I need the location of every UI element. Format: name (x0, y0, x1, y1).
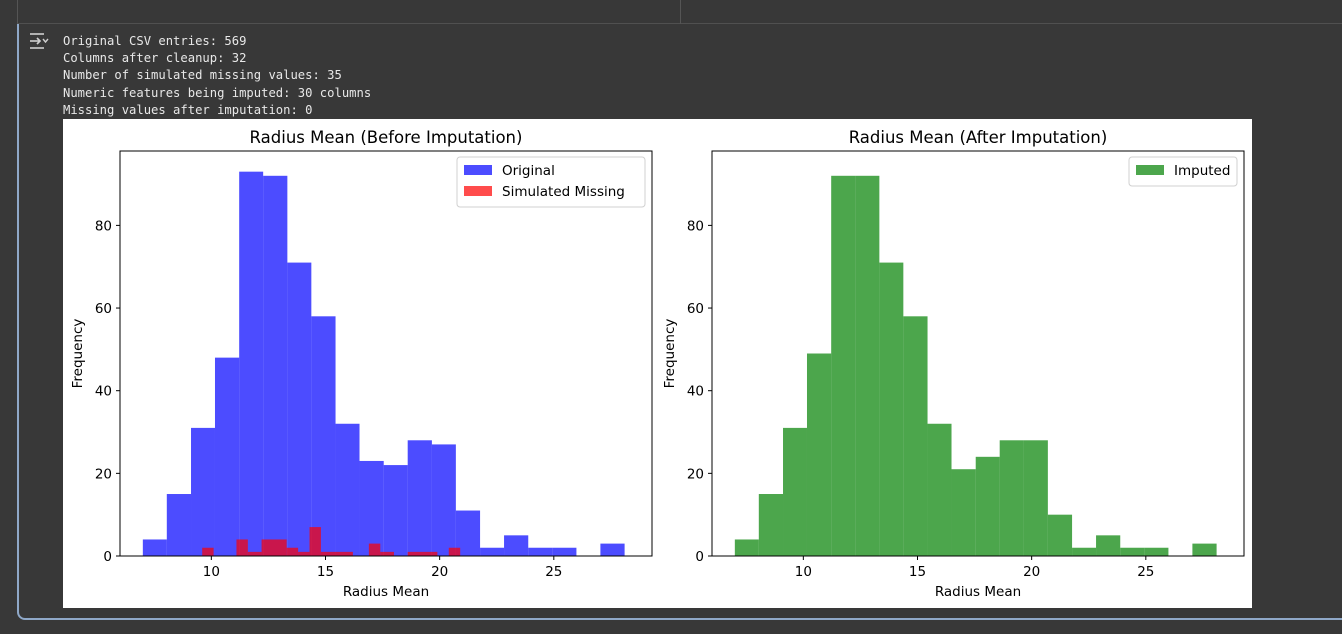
histogram-bar (999, 440, 1024, 556)
chart-title: Radius Mean (Before Imputation) (250, 128, 523, 147)
histogram-bar (287, 262, 312, 556)
histogram-bar (407, 551, 438, 556)
histogram-bar (806, 353, 832, 556)
legend-swatch (464, 186, 492, 196)
histogram-bar (504, 535, 529, 556)
y-tick-label: 60 (687, 301, 704, 317)
histogram-figure: 10 15 20 25 0 20 40 60 80 Radius Mean (Before Imp… (70, 128, 1245, 600)
legend-box (1128, 156, 1238, 187)
y-tick-label: 0 (695, 549, 704, 565)
histogram-bar (528, 547, 553, 556)
histogram-bar (951, 469, 976, 556)
axes-frame (711, 150, 1245, 557)
x-tick-label: 10 (795, 564, 812, 580)
histogram-bar (383, 465, 408, 556)
y-tick-label: 60 (95, 301, 112, 317)
figure-output: 10 15 20 25 0 20 40 60 80 Radius Mean (Before Imp… (63, 119, 1252, 608)
previous-cell-toolbar (17, 0, 1342, 24)
chart-panel-1 (116, 150, 653, 560)
output-line: Missing values after imputation: 0 (63, 102, 313, 117)
histogram-bar (320, 551, 353, 556)
y-axis-label: Frequency (70, 319, 86, 389)
histogram-bar (831, 175, 856, 557)
histogram-bar (1096, 535, 1121, 556)
toolbar-divider (680, 0, 681, 24)
histogram-bar (286, 547, 299, 556)
x-tick-label: 25 (1137, 564, 1154, 580)
histogram-bar (236, 539, 248, 556)
y-tick-label: 80 (95, 218, 112, 234)
histogram-bar (191, 427, 215, 556)
histogram-bar (309, 527, 321, 556)
x-tick-label: 15 (317, 564, 334, 580)
histogram-bar (1120, 547, 1145, 556)
histogram-bar (214, 357, 240, 556)
histogram-bar (431, 444, 456, 556)
histogram-bar (166, 494, 192, 556)
histogram-bar (600, 543, 625, 556)
x-tick-label: 20 (431, 564, 448, 580)
output-line: Columns after cleanup: 32 (63, 51, 247, 66)
y-tick-label: 20 (95, 466, 112, 482)
legend-swatch (464, 165, 492, 175)
histogram-bar (263, 175, 288, 557)
histogram-bar (758, 494, 784, 556)
x-tick-label: 15 (909, 564, 926, 580)
output-cell (17, 24, 1342, 620)
histogram-bar (407, 440, 432, 556)
histogram-bar (239, 171, 264, 556)
y-tick-label: 0 (103, 549, 112, 565)
histogram-bar (311, 316, 336, 556)
x-tick-label: 25 (545, 564, 562, 580)
histogram-bar (261, 539, 287, 556)
histogram-bar (1144, 547, 1169, 556)
histogram-bar (855, 175, 880, 557)
y-tick-label: 80 (687, 218, 704, 234)
histogram-bar (335, 423, 360, 556)
histogram-bar (552, 547, 577, 556)
histogram-bar (734, 539, 759, 556)
histogram-bar (903, 316, 928, 556)
x-axis-label: Radius Mean (343, 584, 429, 600)
output-line: Original CSV entries: 569 (63, 34, 247, 48)
y-tick-label: 40 (687, 384, 704, 400)
y-axis-label: Frequency (662, 319, 678, 389)
stdout-text: Original CSV entries: 569 Columns after … (63, 33, 371, 119)
histogram-bar (247, 551, 262, 556)
x-tick-label: 20 (1023, 564, 1040, 580)
histogram-bar (380, 551, 394, 556)
histogram-bar (783, 427, 807, 556)
histogram-bar (448, 547, 461, 556)
histogram-bar (142, 539, 167, 556)
histogram-bar (1192, 543, 1217, 556)
output-line: Numeric features being imputed: 30 colum… (63, 85, 372, 100)
histogram-bar (480, 547, 505, 556)
histogram-bar (202, 547, 214, 556)
histogram-bar (975, 456, 1000, 556)
legend-swatch (1136, 165, 1164, 175)
legend-box (456, 156, 646, 208)
histogram-bar (1023, 440, 1048, 556)
chart-panel-2 (708, 150, 1245, 560)
y-tick-label: 20 (687, 466, 704, 482)
chart-title: Radius Mean (After Imputation) (849, 128, 1108, 147)
y-tick-label: 40 (95, 384, 112, 400)
histogram-bar (927, 423, 952, 556)
output-toggle-icon[interactable] (28, 32, 50, 50)
x-axis-label: Radius Mean (935, 584, 1021, 600)
histogram-bar (879, 262, 904, 556)
histogram-bar (1072, 547, 1097, 556)
output-line: Number of simulated missing values: 35 (63, 68, 342, 83)
legend-label: Imputed (1174, 163, 1230, 179)
histogram-bar (359, 460, 384, 556)
histogram-bar (368, 543, 381, 556)
x-tick-label: 10 (203, 564, 220, 580)
legend-label: Original (502, 163, 555, 179)
histogram-bar (1047, 514, 1073, 556)
legend-label: Simulated Missing (502, 184, 625, 200)
histogram-bar (298, 551, 310, 556)
axes-frame (119, 150, 653, 557)
